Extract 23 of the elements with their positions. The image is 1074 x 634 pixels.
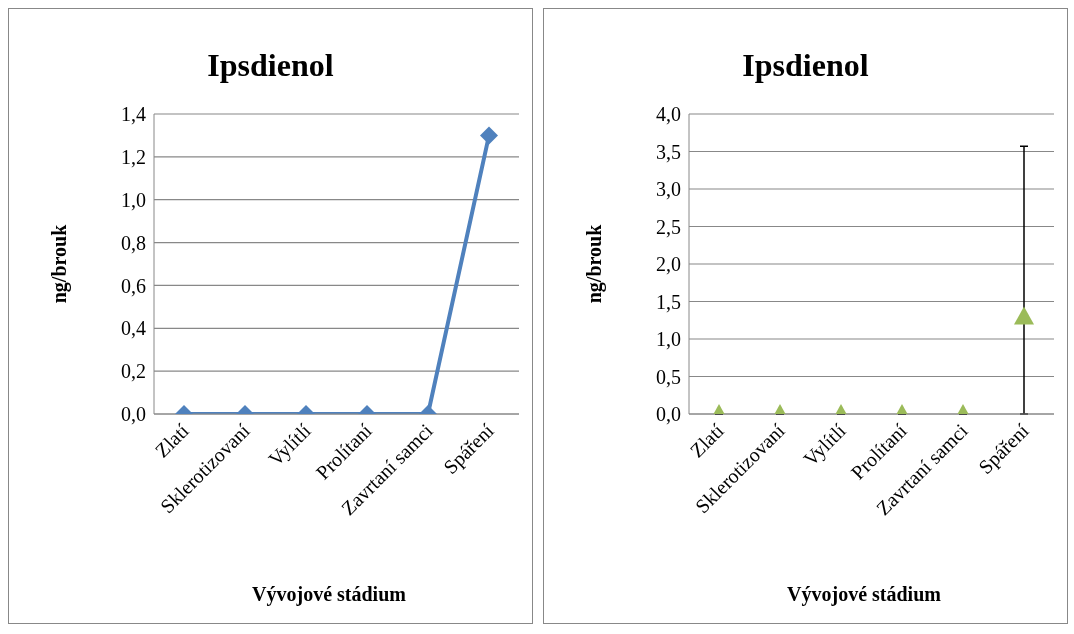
y-tick-label: 1,0 [121, 188, 146, 211]
chart-title: Ipsdienol [206, 47, 335, 84]
y-axis-title: ng/brouk [48, 223, 72, 304]
y-tick-label: 0,0 [121, 403, 146, 426]
y-tick-label: 0,5 [656, 365, 681, 388]
y-tick-label: 0,4 [121, 317, 146, 340]
chart-title: Ipsdienol [741, 47, 870, 84]
y-tick-label: 1,4 [121, 103, 146, 126]
y-tick-label: 0,6 [121, 274, 146, 297]
x-axis-title: Vývojové stádium [251, 583, 407, 606]
y-tick-label: 0,8 [121, 231, 146, 254]
y-tick-label: 1,0 [656, 328, 681, 351]
x-axis-title: Vývojové stádium [786, 583, 942, 606]
y-axis-title: ng/brouk [583, 223, 607, 304]
y-tick-label: 0,0 [656, 403, 681, 426]
y-tick-label: 2,5 [656, 215, 681, 238]
y-tick-label: 1,2 [121, 145, 146, 168]
y-tick-label: 3,5 [656, 140, 681, 163]
y-tick-label: 4,0 [656, 103, 681, 126]
y-tick-label: 0,2 [121, 360, 146, 383]
y-tick-label: 3,0 [656, 178, 681, 201]
y-tick-label: 2,0 [656, 253, 681, 276]
y-tick-label: 1,5 [656, 290, 681, 313]
